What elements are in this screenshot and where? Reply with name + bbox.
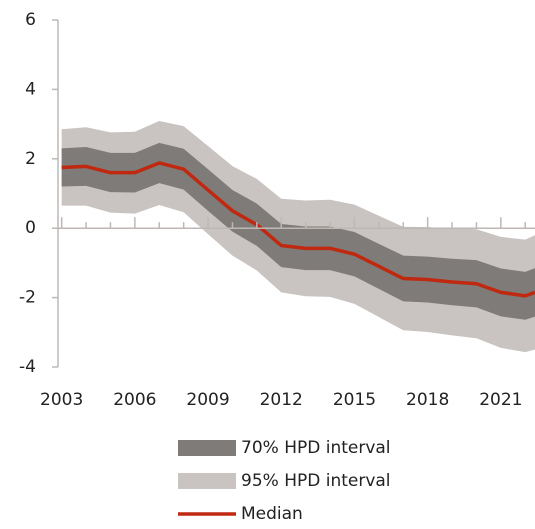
x-tick-label: 2021 [479, 390, 522, 410]
x-tick-label: 2015 [333, 390, 376, 410]
hpd-band [61, 142, 535, 320]
x-tick-label: 2009 [186, 390, 229, 410]
y-tick-label: 2 [25, 149, 36, 169]
legend-swatch [178, 440, 236, 456]
legend-swatch [178, 473, 236, 489]
x-tick-label: 2012 [260, 390, 303, 410]
x-tick-label: 2018 [406, 390, 449, 410]
legend-label: 70% HPD interval [241, 438, 391, 458]
y-tick-label: 0 [25, 218, 36, 238]
y-tick-label: -2 [19, 288, 36, 308]
y-tick-label: 6 [25, 10, 36, 30]
legend-label: Median [241, 504, 303, 524]
median-line [61, 161, 535, 298]
y-tick-label: 4 [25, 79, 36, 99]
y-tick-label: -4 [19, 357, 36, 377]
x-tick-label: 2003 [40, 390, 83, 410]
legend-label: 95% HPD interval [241, 471, 391, 491]
x-tick-label: 2006 [113, 390, 156, 410]
